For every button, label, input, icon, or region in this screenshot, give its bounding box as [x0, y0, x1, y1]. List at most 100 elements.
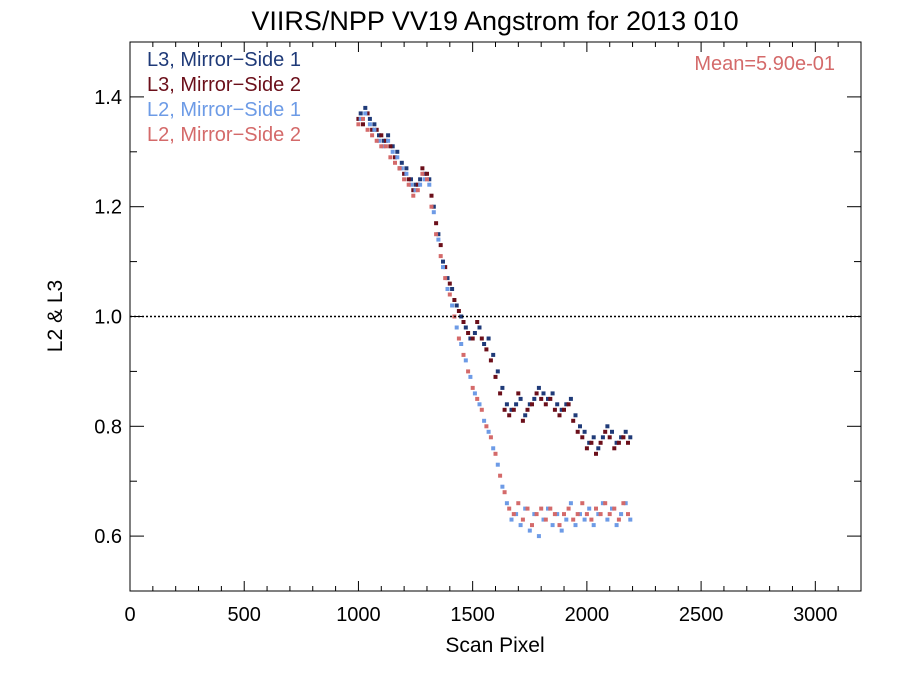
data-point	[614, 440, 619, 445]
data-point	[493, 451, 498, 456]
data-point	[543, 517, 548, 522]
legend-entry: L3, Mirror−Side 1	[147, 49, 301, 71]
data-point	[600, 435, 605, 440]
data-point	[488, 358, 493, 363]
y-tick-label: 1.4	[94, 87, 122, 109]
mean-annotation: Mean=5.90e-01	[694, 53, 835, 75]
data-point	[372, 122, 377, 127]
data-point	[520, 517, 525, 522]
data-point	[589, 440, 594, 445]
data-point	[413, 182, 418, 187]
data-point	[404, 171, 409, 176]
data-point	[591, 523, 596, 528]
data-point	[621, 435, 626, 440]
data-point	[466, 369, 471, 374]
data-point	[516, 501, 521, 506]
y-tick-label: 0.6	[94, 526, 122, 548]
data-point	[415, 182, 420, 187]
data-point	[484, 424, 489, 429]
data-point	[619, 512, 624, 517]
series-4	[356, 116, 630, 528]
data-point	[479, 407, 484, 412]
data-point	[374, 138, 379, 143]
data-point	[482, 342, 487, 346]
data-point	[612, 446, 617, 451]
data-point	[404, 166, 409, 171]
data-point	[431, 204, 436, 209]
data-point	[552, 407, 557, 412]
x-tick-label: 0	[124, 604, 135, 626]
data-point	[418, 182, 423, 187]
data-point	[571, 517, 576, 522]
x-tick-label: 1500	[450, 604, 495, 626]
data-point	[546, 396, 550, 401]
data-point	[425, 177, 429, 182]
data-point	[477, 325, 482, 330]
data-point	[409, 177, 413, 182]
data-point	[402, 171, 407, 176]
x-tick-label: 2000	[565, 604, 610, 626]
data-point	[555, 402, 560, 407]
data-point	[445, 287, 450, 291]
data-point	[598, 512, 603, 517]
data-point	[514, 402, 519, 407]
data-point	[605, 424, 610, 429]
x-axis-label: Scan Pixel	[445, 634, 544, 657]
data-point	[504, 501, 509, 506]
data-point	[438, 254, 443, 259]
data-point	[475, 396, 480, 401]
data-point	[484, 347, 489, 352]
data-point	[413, 188, 418, 193]
data-point	[523, 506, 528, 511]
y-tick-label: 1.0	[94, 307, 122, 329]
data-point	[422, 171, 427, 176]
data-point	[363, 105, 368, 110]
data-point	[578, 424, 582, 429]
data-point	[628, 517, 633, 522]
data-points	[356, 105, 633, 539]
legend-entry: L3, Mirror−Side 2	[147, 74, 301, 96]
data-point	[500, 484, 505, 489]
data-point	[386, 138, 391, 143]
data-point	[482, 418, 487, 423]
data-point	[456, 309, 461, 313]
data-point	[493, 374, 498, 379]
data-point	[509, 517, 514, 522]
data-point	[587, 440, 592, 445]
series-1	[358, 105, 633, 451]
data-point	[527, 528, 532, 533]
data-point	[443, 265, 448, 270]
data-point	[616, 517, 621, 522]
data-point	[377, 138, 381, 143]
data-point	[619, 435, 624, 440]
data-point	[463, 325, 468, 330]
data-point	[520, 418, 525, 423]
data-point	[420, 171, 425, 176]
data-point	[628, 435, 633, 440]
data-point	[548, 396, 553, 401]
data-point	[447, 281, 452, 286]
data-point	[381, 138, 386, 143]
data-point	[441, 265, 445, 270]
data-point	[363, 111, 368, 116]
data-point	[383, 144, 388, 149]
data-point	[379, 144, 384, 149]
data-point	[539, 506, 544, 511]
data-point	[518, 396, 523, 401]
data-point	[584, 446, 589, 451]
data-point	[383, 138, 388, 143]
data-point	[623, 501, 628, 506]
data-point	[475, 320, 480, 324]
data-point	[456, 336, 461, 341]
data-point	[504, 402, 509, 407]
data-point	[356, 116, 361, 121]
axis-ticks: 0 500 1000 1500 2000 2500 3000 0.6 0.8 1.0 1.2 1.4	[94, 42, 862, 626]
data-point	[546, 506, 550, 511]
data-point	[594, 506, 598, 511]
data-point	[532, 512, 537, 517]
data-point	[610, 506, 614, 511]
data-point	[507, 413, 512, 418]
data-point	[600, 501, 605, 506]
data-point	[514, 512, 519, 517]
